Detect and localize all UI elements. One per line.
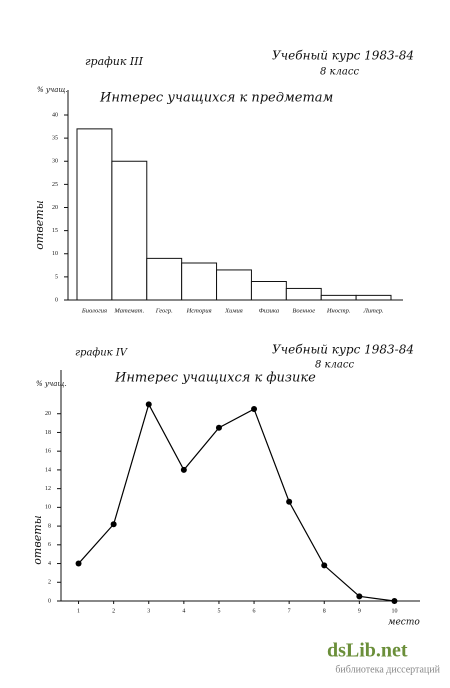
y-tick-label: 25 [52,182,58,188]
bar [285,287,322,301]
point [286,498,293,505]
y-tick-label: 30 [52,159,58,165]
bar [355,294,392,301]
point [110,521,117,528]
x-tick-label: 8 [323,608,326,614]
watermark-site: dsLib.net [327,640,408,662]
bar [146,257,183,301]
bar [181,262,218,301]
x-tick-label: Геогр. [155,307,173,314]
x-tick-label: 7 [288,608,291,614]
y-label: ответы [31,515,44,564]
grade: 8 класс [315,360,354,371]
y-tick-label: 0 [48,598,51,604]
bar [250,281,287,301]
y-tick-label: 20 [45,411,51,417]
x-tick-label: Военное [292,307,315,314]
x-tick-label: Биология [81,307,107,314]
x-tick-label: 1 [77,608,80,614]
grade: 8 класс [320,67,359,78]
x-tick-label: 5 [217,608,220,614]
point [251,406,258,413]
x-tick-label: Литер. [363,307,384,314]
chart-title: Интерес учащихся к предметам [99,91,333,106]
y-tick-label: 20 [52,205,58,211]
watermark-caption: библиотека диссертаций [335,664,440,675]
y-tick-label: 10 [52,251,58,257]
x-tick-label: Математ. [113,307,144,314]
y-tick-label: 8 [48,523,51,529]
y-tick-label: 0 [55,297,58,303]
x-tick-label: 9 [358,608,361,614]
y-tick-label: 35 [52,136,58,142]
x-tick-label: 2 [112,608,115,614]
y-tick-label: 10 [45,505,51,511]
point [391,598,398,604]
point [145,401,152,408]
y-tick-label: 14 [45,467,51,473]
y-label: ответы [33,200,46,249]
y-tick-label: 2 [48,580,51,586]
bar [216,269,252,301]
y-tick-label: 18 [45,430,51,436]
course: Учебный курс 1983-84 [272,49,414,63]
x-tick-label: Иностр. [326,307,351,314]
x-tick-label: Физика [259,307,279,314]
point [321,562,328,569]
point [180,466,187,473]
bar [111,160,148,301]
point [215,424,222,431]
y-tick-label: 5 [55,274,58,280]
y-tick-label: 12 [45,486,51,492]
y-tick-label: 15 [52,228,58,234]
point [75,560,82,567]
course: Учебный курс 1983-84 [272,343,414,357]
y-tick-label: 40 [52,112,58,118]
x-tick-label: История [186,307,212,314]
chart-label: график III [85,55,144,68]
bar [320,294,357,301]
point [356,593,363,600]
y-tick-label: 6 [48,542,51,548]
x-tick-label: 6 [253,608,256,614]
y-tick-label: 16 [45,449,51,455]
chart-title: Интерес учащихся к физике [114,371,316,386]
x-tick-label: Химия [224,307,243,314]
y-unit: % учащ. [37,86,68,94]
x-label: место [388,618,420,628]
x-tick-label: 4 [182,608,185,614]
x-tick-label: 10 [391,608,397,614]
x-tick-label: 3 [147,608,150,614]
line [78,402,395,602]
chart-label: график IV [75,348,129,359]
y-unit: % учащ. [36,380,67,388]
bar [76,128,113,301]
y-tick-label: 4 [48,561,51,567]
